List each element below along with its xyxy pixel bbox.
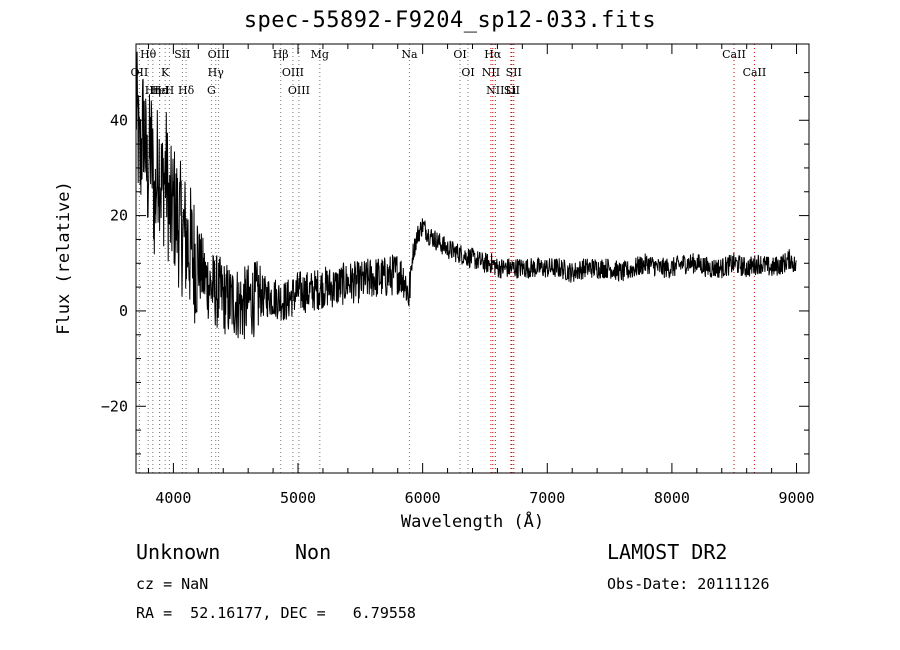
line-marker-label: Hη — [145, 84, 161, 97]
line-marker-label: Hε — [152, 84, 168, 97]
line-marker-label: CaII — [722, 48, 746, 61]
line-marker-label: Na — [401, 48, 418, 61]
survey-name: LAMOST DR2 — [607, 540, 728, 564]
y-tick-label: 40 — [110, 111, 128, 129]
spectrum-line — [135, 51, 797, 340]
x-tick-label: 6000 — [405, 489, 441, 507]
y-tick-label: 0 — [119, 302, 128, 320]
line-marker-label: OI — [453, 48, 466, 61]
line-marker-label: OIII — [282, 66, 304, 79]
line-marker-label: OII — [131, 66, 149, 79]
y-tick-label: 20 — [110, 207, 128, 225]
line-marker-label: Mg — [311, 48, 329, 61]
plot-frame — [135, 43, 810, 474]
line-marker-label: H — [165, 84, 175, 97]
x-tick-label: 8000 — [654, 489, 690, 507]
x-axis-label: Wavelength (Å) — [400, 512, 545, 532]
y-tick-label: −20 — [101, 397, 128, 415]
x-tick-label: 4000 — [155, 489, 191, 507]
line-marker-label: OIII — [288, 84, 310, 97]
line-marker-label: G — [207, 84, 216, 97]
chart-title: spec-55892-F9204_sp12-033.fits — [243, 8, 657, 33]
coordinates-readout: RA = 52.16177, DEC = 6.79558 — [136, 604, 416, 622]
x-tick-label: 5000 — [280, 489, 316, 507]
line-marker-label: Hγ — [208, 66, 225, 79]
line-marker-label: SII — [506, 66, 522, 79]
line-marker-label: SII — [504, 84, 520, 97]
observation-date: Obs-Date: 20111126 — [607, 575, 770, 593]
line-marker-label: NII — [482, 66, 500, 79]
line-marker-label: CaII — [743, 66, 767, 79]
y-axis-label: Flux (relative) — [54, 181, 74, 335]
line-marker-label: HeI — [149, 84, 169, 97]
line-marker-label: OIII — [208, 48, 230, 61]
redshift-readout: cz = NaN — [136, 575, 209, 593]
line-marker-label: Hα — [484, 48, 502, 61]
spectral-class: Unknown — [136, 540, 221, 564]
line-marker-label: SII — [174, 48, 190, 61]
line-marker-label: NII — [486, 84, 504, 97]
line-marker-label: OI — [461, 66, 474, 79]
spectral-subclass: Non — [295, 540, 332, 564]
x-tick-label: 7000 — [529, 489, 565, 507]
line-marker-label: Hβ — [273, 48, 289, 61]
line-marker-label: Li — [505, 84, 516, 97]
line-marker-label: Hδ — [178, 84, 195, 97]
line-marker-label: K — [161, 66, 170, 79]
x-tick-label: 9000 — [778, 489, 814, 507]
line-marker-label: Hθ — [140, 48, 157, 61]
